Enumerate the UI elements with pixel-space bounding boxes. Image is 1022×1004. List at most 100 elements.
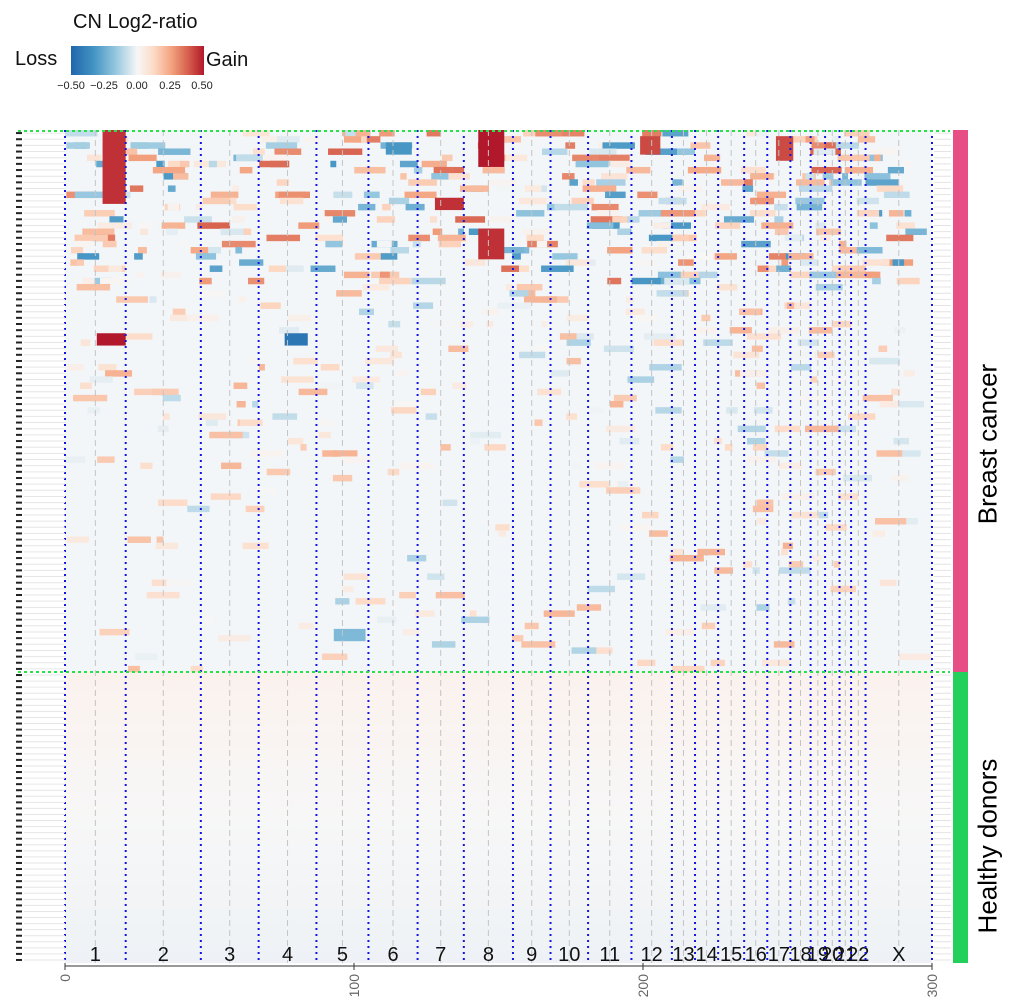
heatmap-cell xyxy=(288,314,312,322)
heatmap-cell xyxy=(499,253,520,260)
heatmap-cell xyxy=(625,308,645,316)
heatmap-cell xyxy=(831,179,862,186)
heatmap-cell xyxy=(239,166,253,174)
heatmap-cell xyxy=(631,277,661,285)
heatmap-cell xyxy=(838,265,866,272)
heatmap-cell xyxy=(819,234,831,242)
heatmap-cell xyxy=(509,290,529,297)
heatmap-cell xyxy=(662,222,691,229)
heatmap-cell xyxy=(828,425,857,433)
heatmap-cell xyxy=(660,210,696,217)
heatmap-cell xyxy=(411,277,446,285)
heatmap-cell xyxy=(259,160,289,168)
heatmap-cell xyxy=(486,320,494,328)
heatmap-cell xyxy=(757,518,767,525)
heatmap-cell xyxy=(855,271,881,279)
heatmap-cell xyxy=(140,228,148,236)
heatmap-cell xyxy=(429,216,438,223)
heatmap-cell xyxy=(80,339,91,346)
heatmap-cell xyxy=(896,277,920,285)
heatmap-cell xyxy=(641,511,659,519)
heatmap-cell xyxy=(379,271,390,279)
group-bar-healthy-donors xyxy=(953,672,968,963)
heatmap-cell xyxy=(535,345,549,353)
heatmap-cell xyxy=(714,222,741,229)
heatmap-cell xyxy=(552,253,578,260)
heatmap-cell xyxy=(496,185,523,192)
heatmap-cell xyxy=(747,437,766,445)
heatmap-cell xyxy=(500,136,522,143)
heatmap-cell xyxy=(865,179,899,186)
heatmap-cell xyxy=(487,179,518,186)
heatmap-cell xyxy=(664,628,695,636)
heatmap-cell xyxy=(342,585,354,593)
heatmap-cell xyxy=(566,357,581,365)
heatmap-cell xyxy=(242,542,269,550)
heatmap-cell xyxy=(876,185,904,192)
chromosome-label: 2 xyxy=(158,944,169,966)
heatmap-cell xyxy=(678,647,708,654)
heatmap-cell xyxy=(96,160,106,168)
heatmap-cell xyxy=(676,148,695,155)
heatmap-cell xyxy=(199,277,212,285)
heatmap-cell xyxy=(619,437,640,445)
heatmap-cell xyxy=(746,333,782,340)
heatmap-cell xyxy=(187,505,210,513)
heatmap-cell xyxy=(744,179,753,186)
heatmap-cell xyxy=(235,247,243,254)
heatmap-cell xyxy=(703,339,733,346)
heatmap-cell xyxy=(830,585,856,593)
heatmap-cell xyxy=(210,191,239,199)
heatmap-cell xyxy=(321,653,348,660)
heatmap-cell xyxy=(898,653,932,660)
heatmap-cell xyxy=(872,277,881,285)
heatmap-cell xyxy=(862,394,893,402)
heatmap-cell xyxy=(552,130,585,137)
heatmap-cell xyxy=(778,567,811,574)
heatmap-cell xyxy=(818,511,829,519)
heatmap-cell xyxy=(336,290,362,297)
heatmap-cell xyxy=(903,160,912,168)
heatmap-cell xyxy=(158,499,188,507)
heatmap-cell xyxy=(426,130,441,137)
heatmap-cell xyxy=(617,228,631,236)
heatmap-cell xyxy=(785,431,796,439)
heatmap-cell xyxy=(566,314,588,322)
heatmap-cell xyxy=(505,283,513,291)
heatmap-cell xyxy=(435,591,465,599)
heatmap-cell xyxy=(542,148,568,155)
heatmap-cell xyxy=(797,339,819,346)
heatmap-cell xyxy=(641,247,668,254)
heatmap-cell xyxy=(633,259,658,266)
heatmap-cell xyxy=(190,247,209,254)
heatmap-cell xyxy=(649,364,682,371)
chromosome-label: 9 xyxy=(526,944,537,966)
heatmap-cell xyxy=(587,259,596,266)
heatmap-cell xyxy=(678,185,703,192)
heatmap-cell xyxy=(239,259,264,266)
heatmap-cell xyxy=(320,364,340,371)
heatmap-cell xyxy=(551,370,569,377)
heatmap-cell xyxy=(815,283,843,291)
heatmap-cell xyxy=(168,160,180,168)
heatmap-cell xyxy=(630,487,641,494)
heatmap-cell xyxy=(229,197,237,205)
heatmap-cell xyxy=(236,154,263,162)
heatmap-cell xyxy=(687,166,722,174)
heatmap-cell xyxy=(516,283,543,291)
heatmap-cell xyxy=(356,382,374,389)
heatmap-cell xyxy=(796,179,825,186)
heatmap-cell xyxy=(73,394,108,402)
heatmap-cell xyxy=(781,493,815,500)
heatmap-cell xyxy=(660,444,674,451)
heatmap-cell xyxy=(421,160,447,168)
heatmap-cell xyxy=(879,401,899,408)
heatmap-cell xyxy=(824,142,836,149)
heatmap-cell xyxy=(537,388,562,396)
heatmap-cell xyxy=(209,431,243,439)
heatmap-cell xyxy=(190,665,203,673)
heatmap-cell xyxy=(300,444,307,451)
heatmap-cell xyxy=(539,197,559,205)
heatmap-cell xyxy=(470,431,502,439)
heatmap-cell xyxy=(793,136,818,143)
